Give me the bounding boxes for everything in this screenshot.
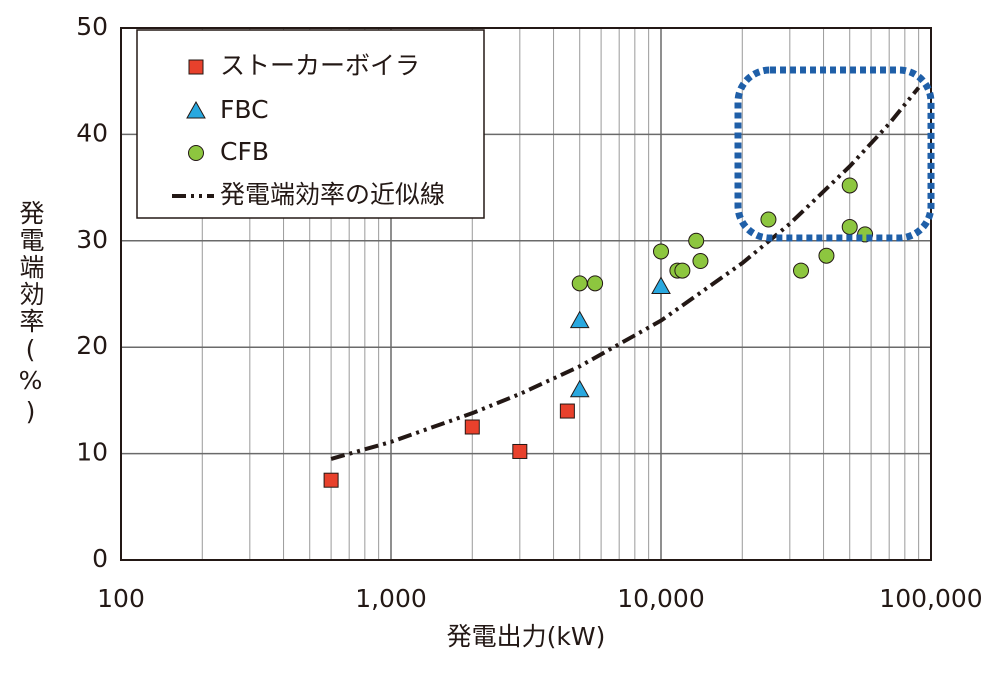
x-tick-label: 1,000 (355, 584, 427, 613)
square-marker (464, 419, 480, 435)
circle-marker (792, 262, 809, 279)
legend-label: 発電端効率の近似線 (220, 180, 445, 209)
circle-marker (571, 275, 588, 292)
x-tick-label: 100,000 (879, 584, 982, 613)
highlight-box (734, 66, 935, 242)
y-tick-label: 30 (76, 225, 108, 254)
marks (323, 86, 921, 488)
y-tick-label: 50 (76, 12, 108, 41)
triangle-marker (569, 379, 590, 398)
circle-marker (674, 262, 691, 279)
y-tick-label: 20 (76, 331, 108, 360)
circle-marker (692, 253, 709, 270)
square-marker (559, 403, 575, 419)
circle-marker (841, 218, 858, 235)
x-tick-label: 10,000 (617, 584, 704, 613)
x-axis-label: 発電出力(kW) (447, 622, 606, 651)
legend-label: ストーカーボイラ (220, 51, 420, 80)
square-marker (323, 472, 339, 488)
circle-marker (760, 211, 777, 228)
circle-marker (653, 243, 669, 260)
y-tick-label: 10 (76, 438, 108, 467)
circle-marker (818, 247, 835, 264)
circle-marker (841, 177, 858, 194)
triangle-marker (651, 276, 671, 295)
fit-curve (330, 86, 921, 461)
legend-label: CFB (220, 137, 269, 166)
square-marker (512, 443, 528, 459)
legend-label: FBC (220, 95, 269, 124)
square-marker (188, 59, 204, 75)
plot-frame (120, 27, 932, 561)
circle-marker (587, 275, 604, 292)
y-tick-label: 0 (92, 544, 108, 573)
x-tick-label: 100 (97, 584, 145, 613)
y-axis-label: 発電端効率(%) (16, 200, 45, 428)
triangle-marker (569, 310, 590, 329)
legend-items: ストーカーボイラ FBC CFB 発電端効率の近似線 (172, 51, 445, 209)
y-tick-label: 40 (76, 118, 108, 147)
circle-marker (188, 145, 204, 161)
circle-marker (688, 232, 705, 249)
triangle-marker (186, 100, 206, 119)
